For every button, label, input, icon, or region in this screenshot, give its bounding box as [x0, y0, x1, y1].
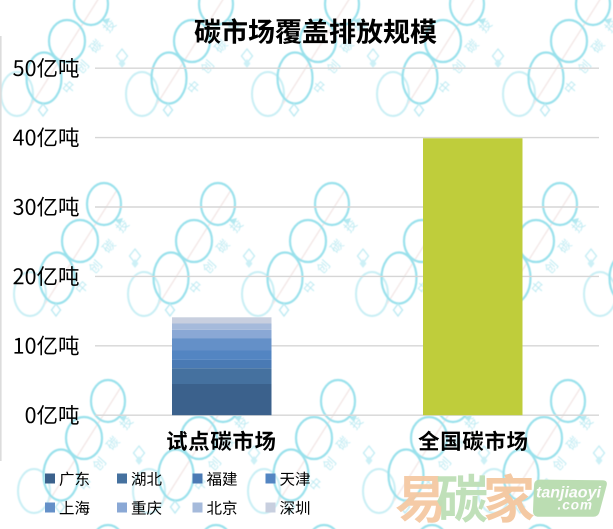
svg-text:.com: .com — [557, 498, 593, 513]
svg-text:tanjiaoyi: tanjiaoyi — [536, 485, 601, 502]
